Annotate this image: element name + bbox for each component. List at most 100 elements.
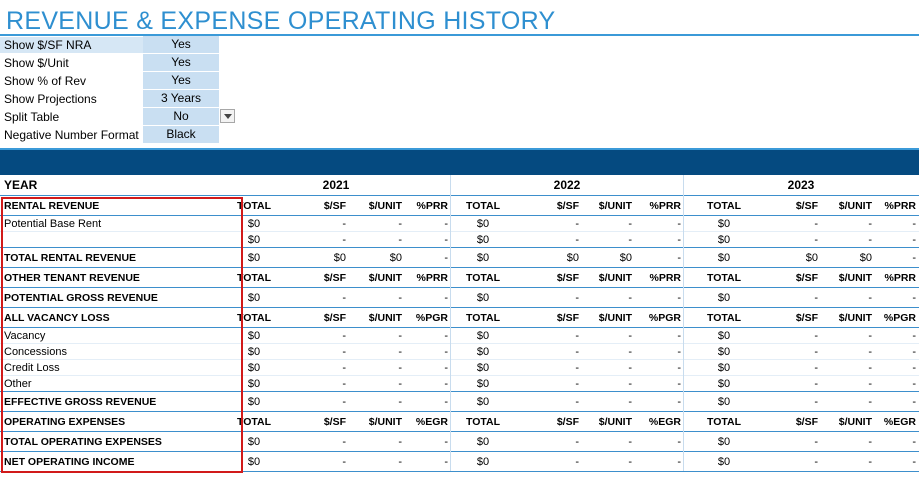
column-header-cell: %PGR	[883, 311, 916, 324]
column-header-cell: $/SF	[795, 415, 818, 428]
value-cell: -	[677, 435, 681, 448]
value-cell: -	[342, 361, 346, 374]
table-row: OPERATING EXPENSES TOTAL $/SF $/UNIT %EGR TOT…	[0, 412, 919, 431]
value-cell: -	[677, 345, 681, 358]
value-cell: -	[814, 329, 818, 342]
chevron-down-icon	[224, 114, 232, 119]
year-column-header: 2022	[553, 178, 581, 192]
value-cell: $0	[717, 435, 731, 448]
setting-row: Show $/Unit Yes	[0, 54, 240, 72]
value-cell: -	[398, 455, 402, 468]
value-cell: $0	[717, 251, 731, 264]
value-cell: $0	[476, 251, 490, 264]
row-label: OTHER TENANT REVENUE	[4, 271, 140, 284]
highlight-box	[1, 197, 243, 473]
row-label: TOTAL OPERATING EXPENSES	[4, 435, 162, 448]
column-header-cell: TOTAL	[706, 311, 742, 324]
value-cell: $0	[717, 377, 731, 390]
setting-value-input[interactable]: No	[143, 108, 219, 125]
value-cell: -	[868, 395, 872, 408]
column-header-cell: $/SF	[323, 199, 346, 212]
column-header-cell: $/UNIT	[598, 199, 632, 212]
dropdown-arrow-button[interactable]	[220, 109, 235, 123]
value-cell: -	[677, 395, 681, 408]
value-cell: -	[342, 435, 346, 448]
column-header-cell: $/SF	[556, 271, 579, 284]
row-divider	[0, 195, 919, 196]
value-cell: $0	[247, 251, 261, 264]
value-cell: -	[575, 361, 579, 374]
column-header-cell: %PRR	[884, 271, 916, 284]
setting-value-input[interactable]: Yes	[143, 36, 219, 53]
column-header-cell: $/UNIT	[368, 311, 402, 324]
value-cell: -	[398, 217, 402, 230]
setting-row: Show % of Rev Yes	[0, 72, 240, 90]
row-divider	[0, 267, 919, 268]
row-divider	[0, 391, 919, 392]
value-cell: $0	[717, 395, 731, 408]
value-cell: -	[398, 377, 402, 390]
value-cell: $0	[247, 217, 261, 230]
value-cell: $0	[476, 455, 490, 468]
value-cell: -	[342, 233, 346, 246]
value-cell: -	[912, 395, 916, 408]
value-cell: -	[912, 217, 916, 230]
value-cell: -	[342, 455, 346, 468]
table-row: RENTAL REVENUE TOTAL $/SF $/UNIT %PRR TOTAL $/…	[0, 196, 919, 215]
column-header-cell: %PRR	[649, 271, 681, 284]
value-cell: -	[814, 361, 818, 374]
column-header-cell: $/UNIT	[368, 271, 402, 284]
row-divider	[0, 343, 919, 344]
row-divider	[0, 375, 919, 376]
value-cell: $0	[247, 395, 261, 408]
row-label: Potential Base Rent	[4, 217, 102, 230]
column-header-cell: %PRR	[416, 199, 448, 212]
value-cell: -	[912, 345, 916, 358]
table-row: EFFECTIVE GROSS REVENUE $0 - - - $0 - - - $0 - - -	[0, 392, 919, 411]
value-cell: -	[868, 329, 872, 342]
column-header-cell: TOTAL	[236, 415, 272, 428]
value-cell: -	[814, 233, 818, 246]
value-cell: -	[814, 377, 818, 390]
setting-value-input[interactable]: Yes	[143, 54, 219, 71]
value-cell: $0	[717, 291, 731, 304]
value-cell: -	[814, 395, 818, 408]
page-title: REVENUE & EXPENSE OPERATING HISTORY	[6, 7, 556, 35]
column-header-cell: TOTAL	[706, 415, 742, 428]
value-cell: $0	[247, 455, 261, 468]
value-cell: -	[814, 435, 818, 448]
column-header-cell: TOTAL	[465, 199, 501, 212]
value-cell: $0	[476, 435, 490, 448]
column-header-cell: $/UNIT	[838, 311, 872, 324]
value-cell: $0	[476, 233, 490, 246]
column-header-cell: $/SF	[795, 271, 818, 284]
table-row: TOTAL OPERATING EXPENSES $0 - - - $0 - - - $0 - - -	[0, 432, 919, 451]
column-header-cell: TOTAL	[706, 199, 742, 212]
setting-value-input[interactable]: Black	[143, 126, 219, 143]
value-cell: -	[912, 329, 916, 342]
setting-value-input[interactable]: Yes	[143, 72, 219, 89]
value-cell: $0	[476, 377, 490, 390]
table-row: $0 - - - $0 - - - $0 - - -	[0, 232, 919, 247]
column-header-cell: $/UNIT	[838, 271, 872, 284]
column-header-cell: %EGR	[648, 415, 681, 428]
row-divider	[0, 451, 919, 452]
column-header-cell: TOTAL	[465, 271, 501, 284]
column-header-cell: TOTAL	[465, 415, 501, 428]
value-cell: $0	[859, 251, 872, 264]
year-column-header: 2023	[787, 178, 815, 192]
value-cell: $0	[476, 345, 490, 358]
row-label: TOTAL RENTAL REVENUE	[4, 251, 137, 264]
value-cell: -	[868, 345, 872, 358]
value-cell: -	[677, 217, 681, 230]
value-cell: -	[677, 377, 681, 390]
value-cell: -	[575, 291, 579, 304]
value-cell: -	[444, 377, 448, 390]
value-cell: -	[628, 395, 632, 408]
value-cell: $0	[247, 361, 261, 374]
value-cell: -	[444, 455, 448, 468]
setting-value-input[interactable]: 3 Years	[143, 90, 219, 107]
value-cell: -	[868, 455, 872, 468]
value-cell: -	[444, 233, 448, 246]
value-cell: -	[575, 345, 579, 358]
